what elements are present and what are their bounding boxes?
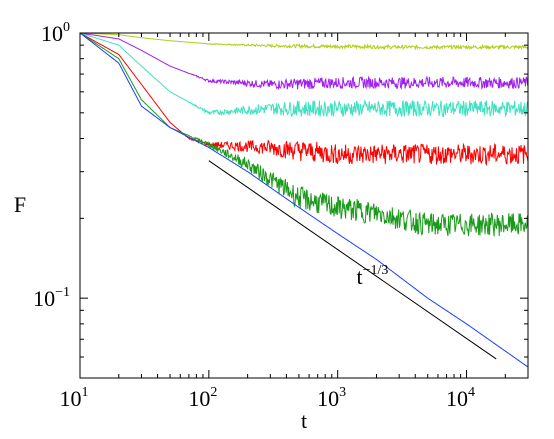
x-tick-label: 101 <box>60 385 89 411</box>
series-layer <box>80 33 528 368</box>
y-tick-label: 100 <box>41 20 70 46</box>
slope-annotation: t−1/3 <box>356 263 388 289</box>
y-tick-label: 10−1 <box>33 285 70 311</box>
series-line-5 <box>80 33 528 237</box>
x-tick-label: 103 <box>317 385 346 411</box>
x-tick-label: 104 <box>446 385 475 411</box>
series-line-3 <box>80 33 528 118</box>
plot-frame <box>79 32 529 379</box>
y-axis-label: F <box>14 192 26 217</box>
label-layer: 101 102 103 104 100 10−1 t−1/3 <box>33 20 475 411</box>
x-axis-label: t <box>301 408 307 433</box>
x-tick-label: 102 <box>188 385 217 411</box>
series-line-2 <box>80 33 528 91</box>
tick-layer <box>79 32 529 379</box>
reference-line <box>208 160 497 360</box>
series-line-4 <box>80 33 528 167</box>
series-line-1 <box>80 33 528 51</box>
series-line-6 <box>80 33 528 368</box>
